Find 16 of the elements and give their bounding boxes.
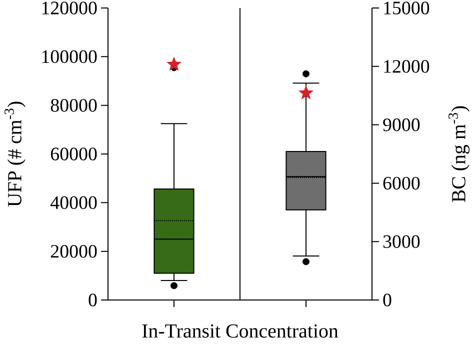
- y2-tick-label: 15000: [384, 2, 430, 14]
- y2-tick-label: 12000: [384, 60, 430, 73]
- y-tick-label: 40000: [50, 196, 97, 210]
- y-tick-label: 100000: [42, 50, 97, 64]
- y-tick-label: 80000: [50, 98, 97, 112]
- y2-tick-label: 0: [383, 294, 392, 306]
- y-tick-label: 0: [88, 294, 97, 306]
- y2-tick-label: 3000: [383, 235, 420, 248]
- y-tick-label: 20000: [50, 244, 97, 258]
- y2-tick-label: 9000: [383, 118, 420, 132]
- y2-axis-title: BC (ng m$^{-3}$): [448, 106, 470, 202]
- y-tick-label: 60000: [50, 148, 97, 160]
- y-axis-title: UFP (# cm$^{-3}$): [4, 102, 26, 207]
- y2-tick-label: 6000: [383, 176, 420, 190]
- y-tick-label: 120000: [42, 2, 97, 14]
- x-axis-title: In-Transit Concentration: [142, 324, 338, 338]
